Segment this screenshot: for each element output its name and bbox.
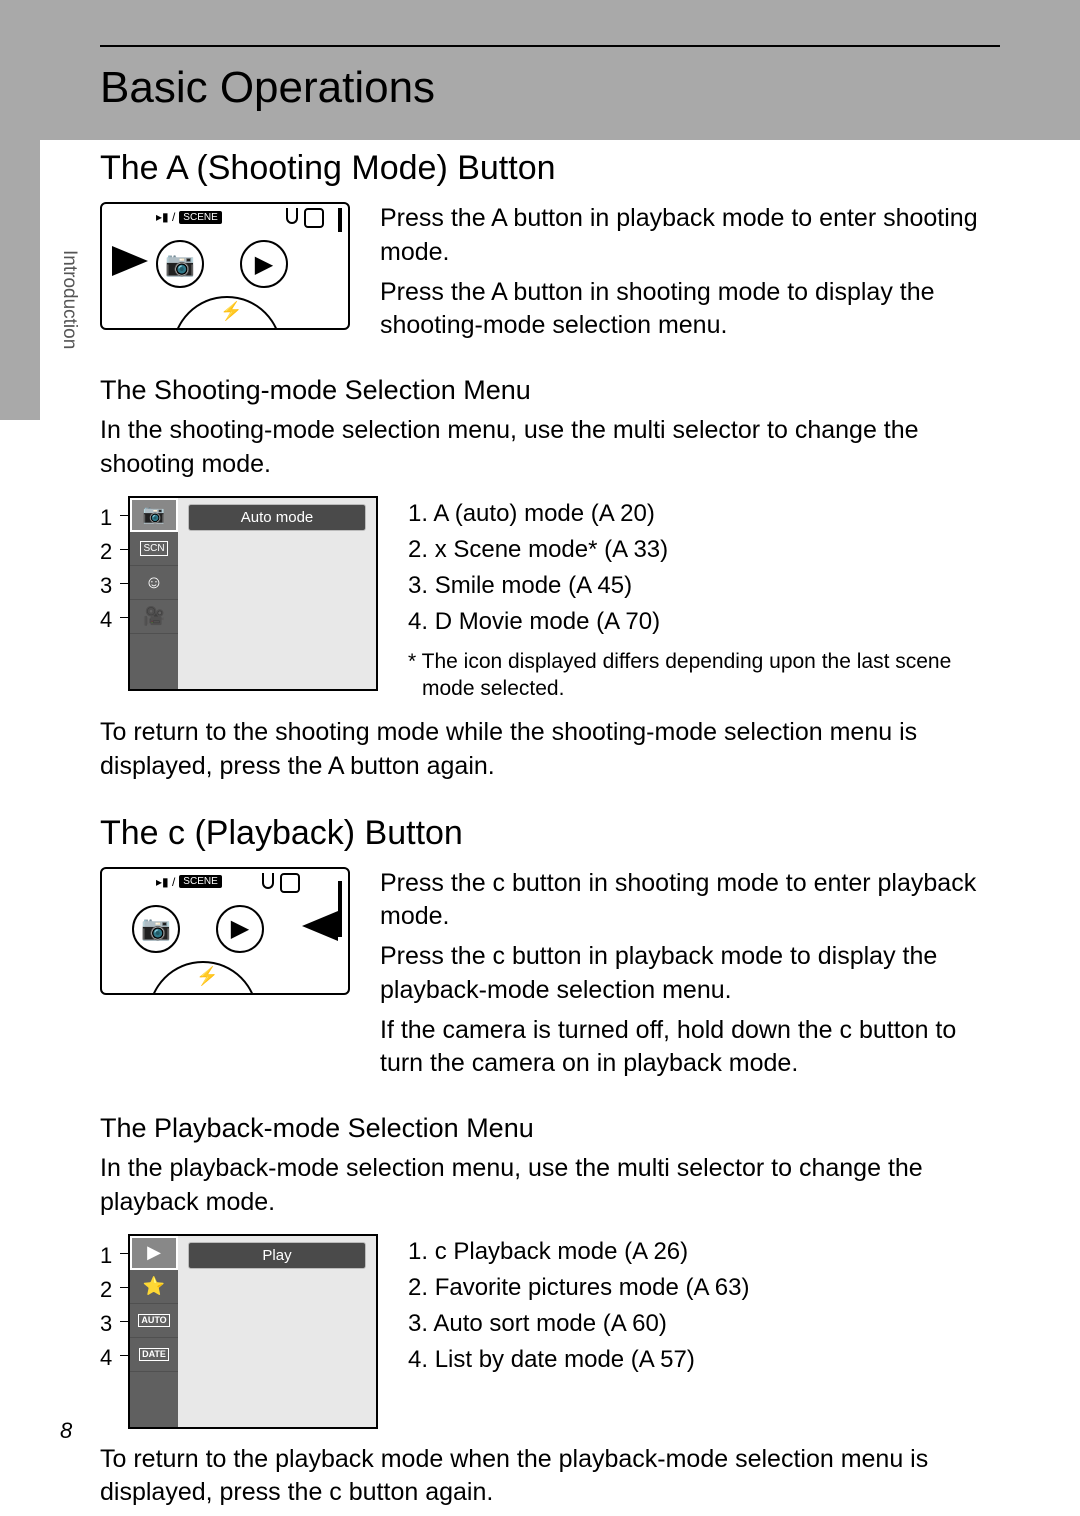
page-content: Basic Operations The A (Shooting Mode) B… [100,45,1000,1516]
list-item: c Playback mode (A 26) [408,1234,1000,1270]
camera-play-button: ▶ [240,240,288,288]
shooting-footnote: * The icon displayed differs depending u… [408,648,1000,703]
playback-menu-screen: ▶ ⭐ AUTO DATE Play [128,1234,378,1429]
menu-item-auto: 📷 [130,498,178,532]
section-heading-playback: The c (Playback) Button [100,814,1000,853]
playback-para-2: Press the c button in playback mode to d… [380,940,1000,1008]
playback-return-para: To return to the playback mode when the … [100,1443,1000,1511]
shooting-menu-title-pill: Auto mode [188,504,366,531]
playback-para-3: If the camera is turned off, hold down t… [380,1014,1000,1082]
scene-label: SCENE [179,875,221,888]
shooting-menu-intro: In the shooting-mode selection menu, use… [100,414,1000,482]
playback-menu-intro: In the playback-mode selection menu, use… [100,1152,1000,1220]
playback-mode-list: c Playback mode (A 26) Favorite pictures… [408,1234,1000,1378]
page-title: Basic Operations [100,63,1000,113]
menu-item-movie: 🎥 [130,600,178,634]
camera-play-button: ▶ [216,905,264,953]
arrow-left-icon [302,911,338,941]
top-rule [100,45,1000,47]
page-number: 8 [60,1418,72,1444]
shooting-mode-list: A (auto) mode (A 20) x Scene mode* (A 33… [408,496,1000,640]
scene-label: SCENE [179,211,221,224]
playback-menu-heading: The Playback-mode Selection Menu [100,1113,1000,1144]
playback-para-1: Press the c button in shooting mode to e… [380,867,1000,935]
shooting-para-1: Press the A button in playback mode to e… [380,202,1000,270]
camera-shooting-button: 📷 [156,240,204,288]
camera-shooting-button: 📷 [132,905,180,953]
list-item: Favorite pictures mode (A 63) [408,1270,1000,1306]
list-item: Auto sort mode (A 60) [408,1306,1000,1342]
camera-illustration-shooting: ▸▮ /SCENE 📷 ▶ ⚡ [100,202,350,330]
shooting-menu-heading: The Shooting-mode Selection Menu [100,375,1000,406]
section-heading-shooting: The A (Shooting Mode) Button [100,149,1000,188]
list-item: x Scene mode* (A 33) [408,532,1000,568]
shooting-menu-callout-numbers: 1 2 3 4 [100,501,112,637]
playback-menu-title-pill: Play [188,1242,366,1269]
camera-illustration-playback: ▸▮ /SCENE 📷 ▶ ⚡ [100,867,350,995]
side-tab-background [0,140,40,420]
menu-item-autosort: AUTO [130,1304,178,1338]
menu-item-favorite: ⭐ [130,1270,178,1304]
playback-menu-callout-numbers: 1 2 3 4 [100,1239,112,1375]
menu-item-scene: SCN [130,532,178,566]
menu-item-play: ▶ [130,1236,178,1270]
arrow-right-icon [112,246,148,276]
list-item: Smile mode (A 45) [408,568,1000,604]
list-item: D Movie mode (A 70) [408,604,1000,640]
menu-item-smile: ☺ [130,566,178,600]
shooting-para-2: Press the A button in shooting mode to d… [380,276,1000,344]
side-tab-label: Introduction [58,250,80,349]
list-item: List by date mode (A 57) [408,1342,1000,1378]
shooting-return-para: To return to the shooting mode while the… [100,716,1000,784]
shooting-menu-screen: 📷 SCN ☺ 🎥 Auto mode [128,496,378,691]
list-item: A (auto) mode (A 20) [408,496,1000,532]
menu-item-listdate: DATE [130,1338,178,1372]
